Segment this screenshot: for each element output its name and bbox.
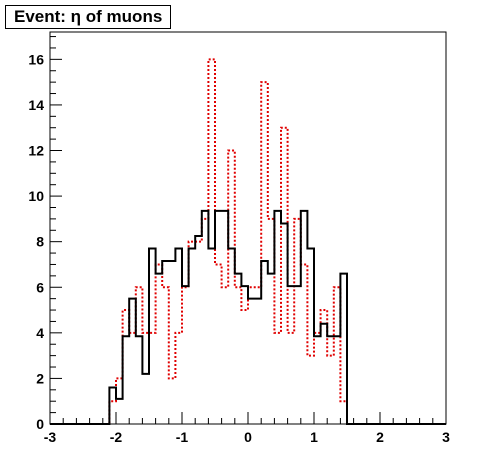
y-tick-label: 0 [36, 416, 44, 432]
histogram-solid-series [50, 209, 446, 425]
x-tick-label: 3 [442, 429, 450, 445]
x-tick-label: -2 [110, 429, 123, 445]
plot-frame [49, 31, 447, 425]
y-tick-label: 14 [28, 97, 44, 113]
y-tick-label: 4 [36, 325, 44, 341]
y-tick-label: 8 [36, 234, 44, 250]
x-tick-label: 0 [244, 429, 252, 445]
y-tick-label: 10 [28, 188, 44, 204]
x-tick-label: -3 [44, 429, 57, 445]
x-tick-label: 1 [310, 429, 318, 445]
chart-title: Event: η of muons [5, 5, 172, 29]
x-tick-label: 2 [376, 429, 384, 445]
y-tick-label: 12 [28, 143, 44, 159]
chart-title-text: Event: η of muons [14, 7, 163, 26]
histogram-dotted-series [50, 58, 446, 425]
y-tick-label: 16 [28, 51, 44, 67]
y-tick-label: 6 [36, 279, 44, 295]
x-tick-label: -1 [176, 429, 189, 445]
y-tick-label: 2 [36, 370, 44, 386]
